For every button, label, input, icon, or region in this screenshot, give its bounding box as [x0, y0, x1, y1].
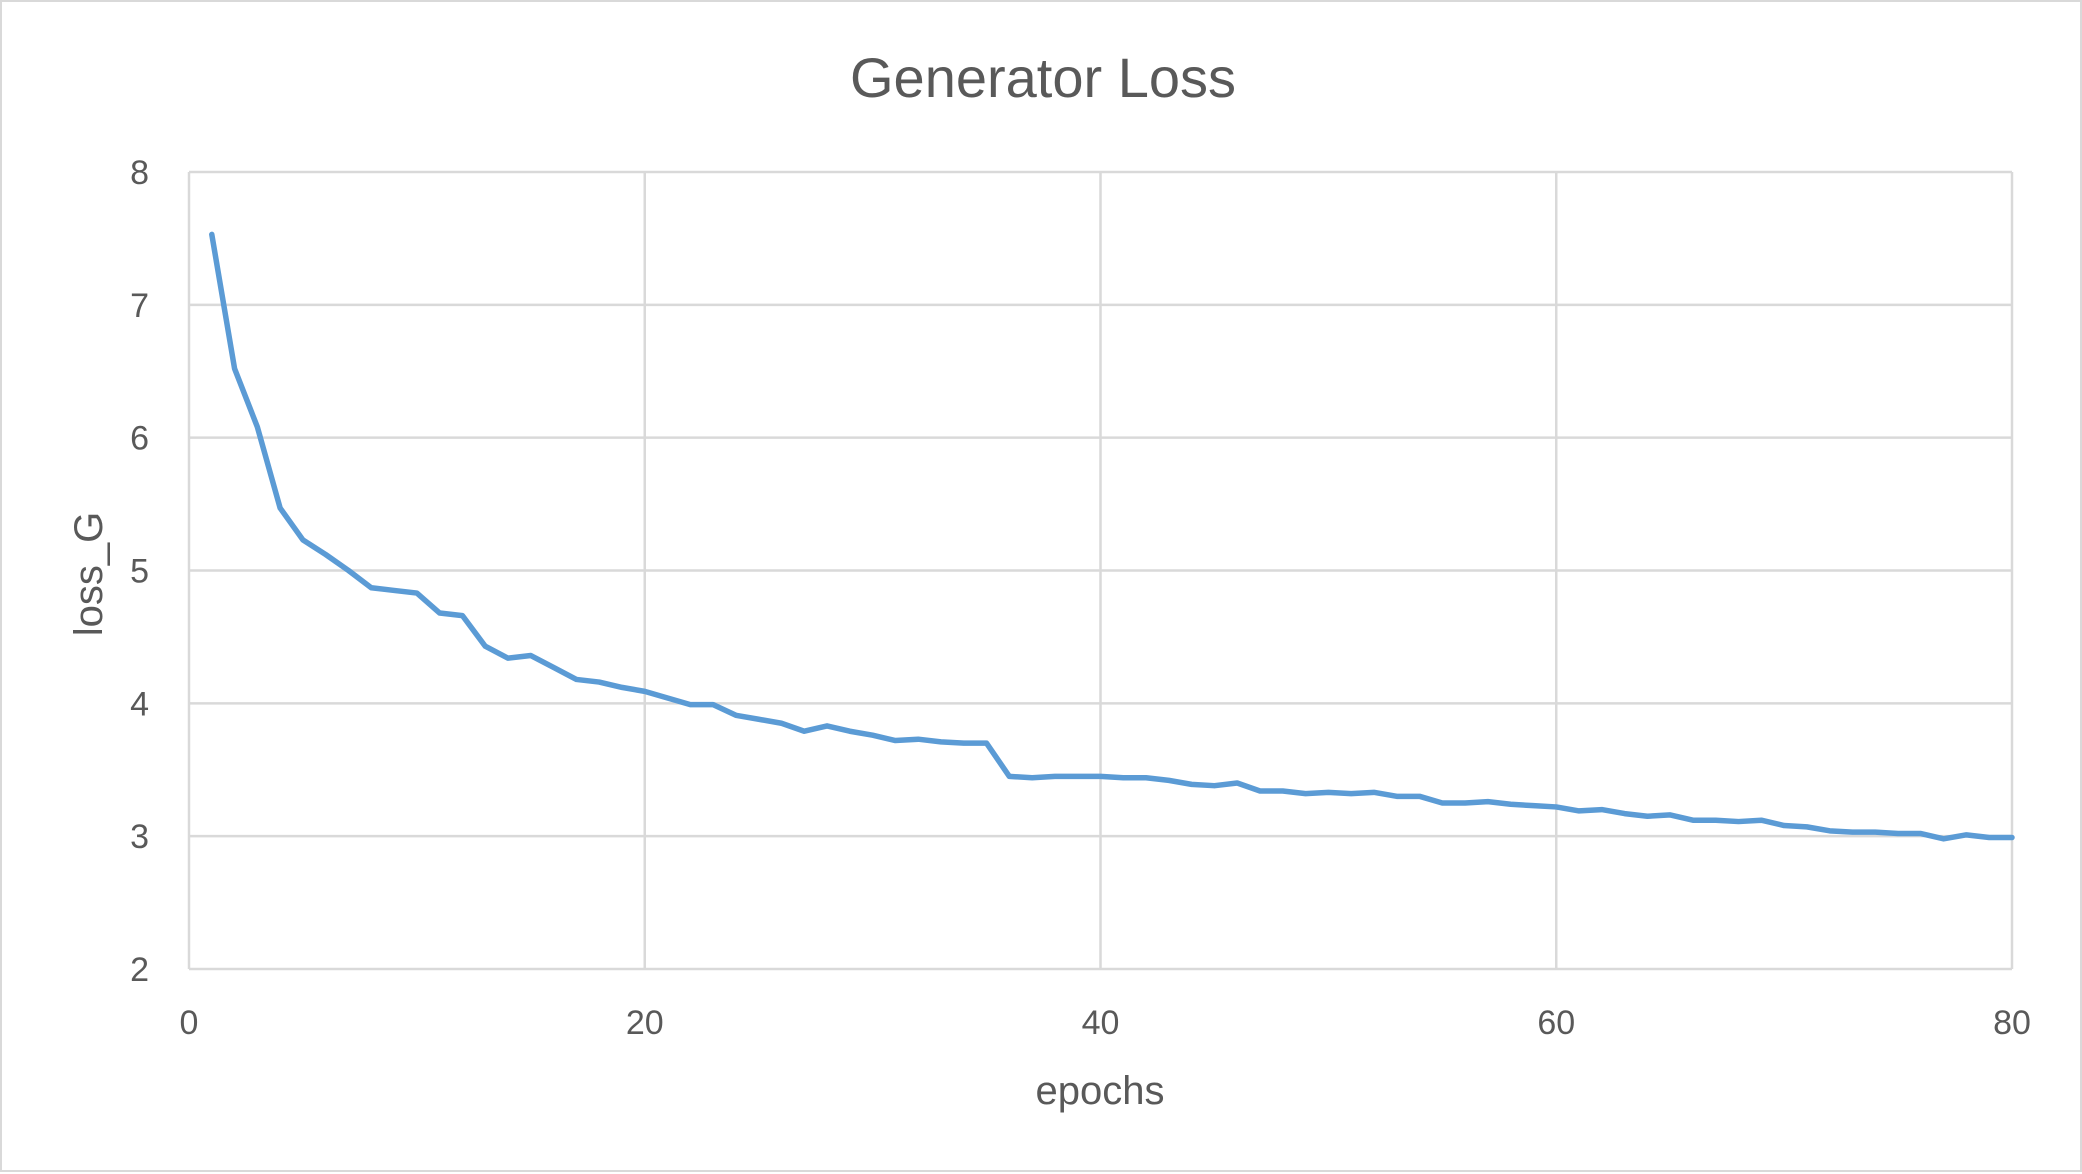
y-tick-label: 2 [130, 951, 149, 989]
chart-title: Generator Loss [850, 46, 1236, 109]
x-tick-label: 40 [1082, 1004, 1120, 1042]
x-tick-label: 0 [180, 1004, 199, 1042]
y-axis-title: loss_G [67, 512, 111, 637]
x-axis-title: epochs [1036, 1069, 1165, 1113]
x-tick-label: 20 [626, 1004, 664, 1042]
series-line [209, 231, 2015, 842]
x-tick-label: 60 [1537, 1004, 1575, 1042]
series-layer [209, 231, 2015, 842]
y-tick-label: 5 [130, 553, 149, 591]
y-tick-label: 4 [130, 685, 149, 723]
y-tick-label: 7 [130, 287, 149, 325]
y-tick-label: 8 [130, 154, 149, 192]
y-tick-label: 3 [130, 818, 149, 856]
x-tick-label: 80 [1993, 1004, 2031, 1042]
y-tick-label: 6 [130, 420, 149, 458]
gridlines [187, 170, 2014, 971]
